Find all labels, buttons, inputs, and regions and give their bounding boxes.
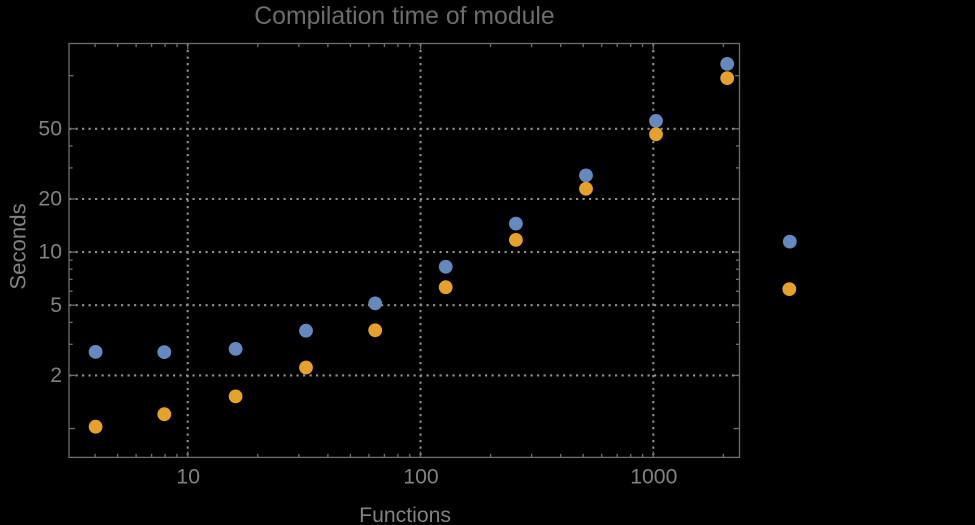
svg-text:2: 2	[50, 364, 62, 387]
svg-text:50: 50	[38, 117, 62, 140]
svg-text:1000: 1000	[630, 466, 677, 489]
svg-text:20: 20	[38, 188, 62, 211]
svg-text:100: 100	[403, 466, 438, 489]
svg-text:10: 10	[176, 466, 200, 489]
svg-text:Seconds: Seconds	[6, 203, 31, 289]
svg-text:10: 10	[38, 241, 62, 264]
svg-text:Functions: Functions	[359, 504, 451, 525]
svg-text:Compilation time of module: Compilation time of module	[254, 3, 554, 30]
svg-text:5: 5	[50, 294, 62, 317]
